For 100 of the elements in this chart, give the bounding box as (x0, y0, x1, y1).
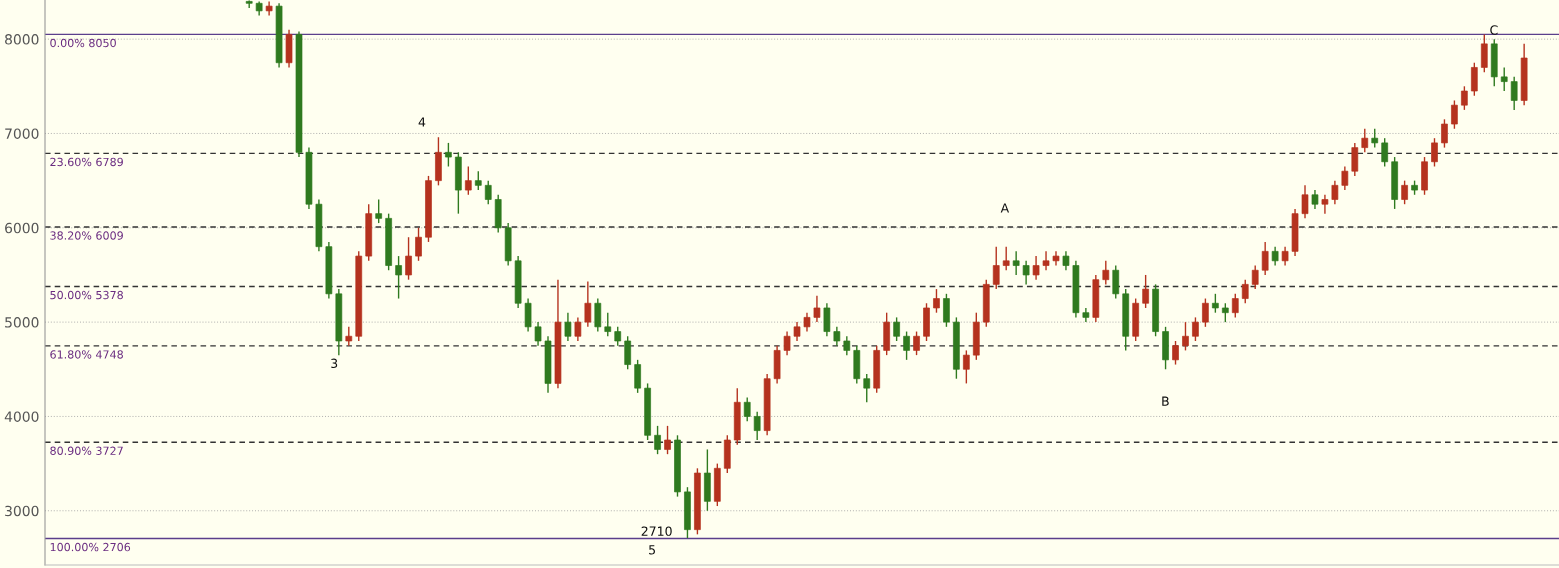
ref-line-label: 38.20% 6009 (50, 231, 123, 240)
candlestick (524, 297, 532, 333)
candlestick (793, 321, 801, 342)
candlestick (375, 198, 383, 224)
y-tick-label: 4000 (4, 411, 39, 422)
candlestick (245, 0, 253, 9)
candlestick (1142, 274, 1149, 309)
candlestick (1032, 255, 1040, 281)
candlestick (1441, 118, 1448, 149)
candlestick (1182, 321, 1189, 352)
annotation: 3 (331, 358, 338, 369)
candlestick (534, 321, 542, 347)
candlestick (664, 425, 671, 455)
candlestick (1461, 85, 1468, 111)
candlestick (933, 288, 940, 314)
candlestick (584, 280, 592, 328)
candlestick (1212, 293, 1219, 314)
candlestick (564, 311, 572, 342)
annotation: B (1162, 396, 1169, 406)
candlestick (1351, 142, 1359, 177)
candlestick (654, 425, 661, 455)
candlestick (1022, 260, 1030, 286)
ref-line-label: 80.90% 3727 (50, 446, 123, 455)
candlestick (614, 326, 622, 347)
candlestick (1281, 245, 1289, 267)
candlestick (604, 311, 612, 337)
candlestick (1241, 278, 1249, 304)
ref-line-label: 23.60% 6789 (50, 157, 123, 167)
y-tick-label: 7000 (5, 128, 39, 139)
ref-line-label: 50.00% 5378 (50, 290, 123, 300)
candlestick (594, 297, 602, 333)
annotation: 2710 (641, 526, 672, 536)
y-tick-label: 6000 (5, 222, 39, 234)
candlestick (1062, 250, 1070, 271)
candlestick (1381, 137, 1389, 168)
candlestick (1192, 316, 1199, 342)
candlestick (1480, 33, 1488, 73)
candlestick (1202, 297, 1209, 328)
candlestick (395, 255, 402, 300)
candlestick (464, 165, 472, 196)
candlestick (1102, 260, 1110, 286)
candlestick (863, 373, 871, 403)
candlestick (913, 330, 920, 356)
candlestick (803, 311, 811, 333)
candlestick (1451, 99, 1458, 130)
candlestick (1510, 76, 1518, 111)
candlestick (943, 293, 950, 328)
ref-line-label: 0.00% 8050 (50, 38, 116, 48)
candlestick (484, 179, 492, 205)
y-tick-label: 8000 (5, 34, 39, 45)
candlestick (1321, 194, 1329, 215)
candlestick (843, 335, 851, 356)
candlestick (1231, 293, 1239, 319)
candlestick (1251, 264, 1259, 290)
candlestick (1261, 241, 1269, 276)
candlestick (415, 227, 422, 262)
candlestick (833, 326, 841, 347)
candlestick (624, 335, 632, 370)
ref-line-label: 61.80% 4748 (50, 350, 123, 359)
annotation: 5 (649, 545, 655, 555)
candlestick (1311, 189, 1319, 210)
y-tick-label: 3000 (5, 505, 39, 517)
candlestick (963, 349, 970, 385)
candlestick (893, 316, 900, 342)
annotation: C (1490, 25, 1498, 35)
ref-line-label: 100.00% 2706 (50, 542, 131, 552)
candlestick (823, 302, 831, 337)
candlestick (1112, 264, 1120, 300)
candlestick (1052, 250, 1060, 267)
candlestick (813, 295, 821, 323)
candlestick (743, 396, 751, 422)
candlestick (1271, 245, 1279, 267)
candlestick (1361, 128, 1369, 154)
candlestick (1471, 62, 1478, 97)
annotation: 4 (418, 117, 426, 127)
candlestick (1331, 179, 1339, 205)
candlestick (634, 359, 641, 394)
candlestick (445, 142, 452, 168)
candlestick (405, 236, 412, 281)
annotation: A (1000, 203, 1010, 213)
candlestick (1371, 128, 1379, 149)
candlestick (992, 245, 1000, 290)
candlestick (1301, 184, 1309, 220)
candlestick (1341, 165, 1349, 191)
candlestick (1221, 302, 1229, 323)
candlestick (345, 326, 353, 347)
candlestick (1172, 340, 1179, 366)
candlestick (1012, 250, 1020, 276)
candlestick (783, 330, 791, 356)
y-tick-label: 5000 (5, 317, 39, 328)
candlestick (1500, 66, 1508, 92)
candlestick (903, 330, 910, 361)
candlestick (574, 316, 582, 342)
candlestick (1002, 245, 1010, 271)
candlestick (753, 411, 761, 441)
candlestick (1042, 250, 1050, 271)
candlestick (265, 0, 273, 17)
candlestick (474, 170, 482, 191)
candlestick (1401, 179, 1408, 205)
candlestick (1431, 137, 1438, 168)
